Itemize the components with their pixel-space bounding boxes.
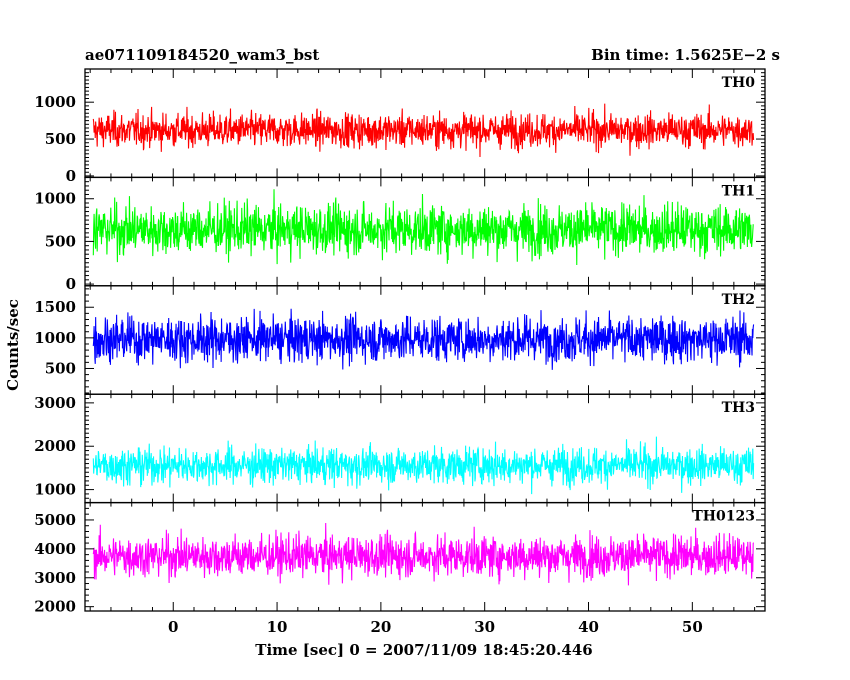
y-tick-label: 500 [45, 130, 76, 148]
x-axis-label: Time [sec] 0 = 2007/11/09 18:45:20.446 [255, 641, 592, 659]
y-tick-label: 1000 [34, 190, 76, 208]
y-tick-label: 500 [45, 359, 76, 377]
series-label: TH3 [722, 400, 755, 416]
y-tick-label: 3000 [34, 394, 76, 412]
y-tick-label: 5000 [34, 511, 76, 529]
series-label: TH2 [722, 292, 755, 308]
y-tick-label: 1000 [34, 93, 76, 111]
x-tick-label: 40 [578, 618, 599, 636]
x-tick-label: 0 [168, 618, 178, 636]
y-tick-label: 1500 [34, 298, 76, 316]
series-trace-th3 [92, 436, 755, 495]
panel-frame [84, 501, 766, 612]
series-trace-th0123 [92, 522, 755, 586]
series-trace-th1 [92, 189, 754, 265]
series-trace-th2 [92, 308, 755, 370]
series-label: TH1 [722, 183, 755, 199]
panel-th0: 0 500 1000 TH0 [34, 68, 766, 185]
chart-title: ae071109184520_wam3_bst [85, 46, 319, 64]
y-tick-label: 0 [66, 275, 76, 293]
panel-th2: 500 1000 1500 TH2 [34, 285, 766, 395]
bin-time-label: Bin time: 1.5625E−2 s [591, 46, 780, 64]
panels-group: 0 500 1000 TH0 0 500 1000 TH1 500 1000 1500 TH2 1000… [34, 68, 766, 616]
y-tick-label: 2000 [34, 598, 76, 616]
x-tick-label: 30 [474, 618, 495, 636]
series-trace-th0 [92, 103, 755, 157]
y-axis-label: Counts/sec [4, 299, 22, 391]
panel-th3: 1000 2000 3000 TH3 [34, 393, 766, 504]
y-tick-label: 2000 [34, 437, 76, 455]
y-tick-label: 4000 [34, 540, 76, 558]
panel-th1: 0 500 1000 TH1 [34, 176, 766, 293]
y-tick-label: 3000 [34, 569, 76, 587]
x-tick-label: 50 [682, 618, 703, 636]
x-axis: 0 10 20 30 40 50 [168, 618, 703, 636]
y-tick-label: 0 [66, 167, 76, 185]
x-tick-label: 10 [267, 618, 288, 636]
y-tick-label: 500 [45, 232, 76, 250]
y-tick-label: 1000 [34, 329, 76, 347]
series-label: TH0123 [692, 509, 755, 525]
y-tick-label: 1000 [34, 481, 76, 499]
x-tick-label: 20 [370, 618, 391, 636]
series-label: TH0 [722, 75, 756, 91]
panel-th0123: 2000 3000 4000 5000 TH0123 [34, 501, 766, 616]
